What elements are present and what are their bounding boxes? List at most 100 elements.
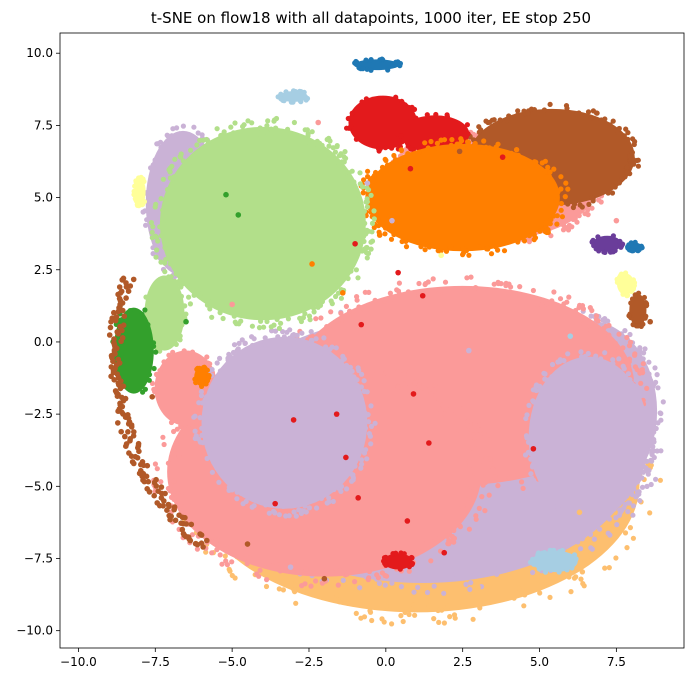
point-brown-arc-left — [123, 295, 129, 301]
point-brown-arc-left — [123, 443, 129, 449]
point-light-green — [339, 296, 344, 301]
point-brown-arc-left — [182, 515, 188, 521]
point-lavender-inner — [362, 378, 367, 383]
point-pink — [426, 382, 431, 387]
point-orange — [421, 240, 426, 245]
point-orange — [544, 220, 549, 225]
point-light-green — [159, 233, 164, 238]
point-brown-arc-left — [145, 463, 151, 469]
point-brown — [498, 117, 503, 122]
point-light-green — [326, 144, 331, 149]
point-lavender-outer — [341, 578, 346, 583]
point-lavender-inner — [642, 459, 647, 464]
point-lavender-inner — [348, 370, 353, 375]
point-pink — [175, 491, 180, 496]
point-light-green — [188, 160, 193, 165]
point-orange — [516, 153, 521, 158]
point-green — [142, 307, 147, 312]
point-pink — [254, 571, 259, 576]
point-brown-arc-left — [199, 532, 205, 538]
point-orange — [197, 366, 202, 371]
point-pink — [644, 386, 649, 391]
point-lavender-outer — [655, 372, 660, 377]
point-lavender-inner — [526, 440, 531, 445]
point-brown — [565, 201, 570, 206]
point-orange — [485, 245, 490, 250]
point-light-green — [369, 229, 374, 234]
point-pink — [495, 483, 500, 488]
point-blue — [360, 66, 365, 71]
point-lavender-inner — [531, 387, 536, 392]
point-red — [354, 137, 359, 142]
point-light-green — [334, 159, 339, 164]
point-light-orange — [580, 569, 585, 574]
point-light-orange — [436, 620, 441, 625]
point-pink — [487, 493, 492, 498]
point-red — [378, 146, 383, 151]
point-green — [147, 378, 152, 383]
point-orange — [555, 213, 560, 218]
point-lavender-inner — [643, 391, 648, 396]
point-pink — [460, 406, 465, 411]
point-orange — [473, 141, 478, 146]
point-lavender-outer — [191, 125, 196, 130]
point-pink — [313, 578, 318, 583]
point-lavender-inner — [617, 497, 622, 502]
point-brown — [580, 204, 585, 209]
point-lavender-outer — [494, 572, 499, 577]
point-orange — [555, 189, 560, 194]
point-pink — [318, 315, 323, 320]
point-pink — [416, 549, 421, 554]
point-pink — [194, 419, 199, 424]
point-pink — [336, 583, 341, 588]
point-pink — [160, 435, 165, 440]
point-orange — [532, 159, 537, 164]
point-pink — [247, 555, 252, 560]
point-light-green — [269, 312, 274, 317]
point-light-green — [222, 129, 227, 134]
point-pink — [467, 459, 472, 464]
point-brown-arc-left — [108, 319, 114, 325]
point-lavender-inner — [583, 518, 588, 523]
point-lavender-outer — [492, 563, 497, 568]
point-brown-arc-left — [118, 386, 124, 392]
point-lavender-inner — [530, 398, 535, 403]
point-pink — [360, 563, 365, 568]
point-light-orange — [389, 621, 394, 626]
point-lavender-inner — [556, 506, 561, 511]
point-orange — [399, 147, 404, 152]
point-lavender-outer — [653, 380, 658, 385]
y-tick-label: 0.0 — [34, 335, 53, 349]
point-lavender-outer — [614, 522, 619, 527]
point-pink — [338, 311, 343, 316]
point-blue — [385, 67, 390, 72]
point-brown-arc-left — [115, 420, 121, 426]
point-orange — [563, 194, 568, 199]
point-pink — [469, 484, 474, 489]
point-light-green — [355, 275, 360, 280]
point-pink — [424, 539, 429, 544]
point-light-blue — [549, 549, 554, 554]
point-light-orange — [452, 612, 457, 617]
point-pink — [483, 470, 488, 475]
point-brown — [630, 150, 635, 155]
point-lavender-inner — [321, 351, 326, 356]
point-light-green — [333, 150, 338, 155]
stray-point — [334, 411, 340, 417]
point-pink — [308, 584, 313, 589]
point-pink — [152, 389, 157, 394]
point-lavender-inner — [199, 433, 204, 438]
point-light-blue — [574, 556, 579, 561]
point-lavender-inner — [369, 424, 374, 429]
point-lavender-inner — [200, 440, 205, 445]
point-lavender-inner — [251, 345, 256, 350]
stray-point — [183, 319, 189, 325]
point-light-green — [250, 324, 255, 329]
point-pink — [175, 445, 180, 450]
point-light-orange — [522, 592, 527, 597]
point-lavender-inner — [329, 354, 334, 359]
stray-point — [647, 319, 653, 325]
point-light-green — [165, 219, 170, 224]
point-light-orange — [223, 553, 228, 558]
point-pink — [632, 353, 637, 358]
